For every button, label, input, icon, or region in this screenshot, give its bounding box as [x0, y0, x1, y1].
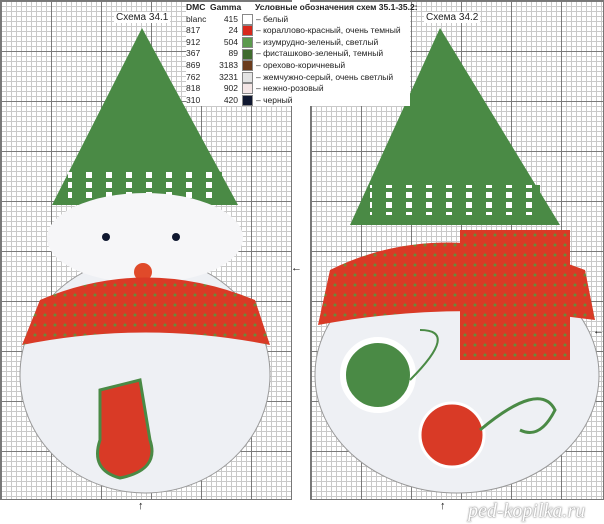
- legend-header: DMC Gamma Условные обозначения схем 35.1…: [186, 2, 418, 14]
- stocking: [96, 378, 154, 480]
- center-arrow-icon: ↑: [138, 500, 144, 512]
- legend-row: 817 24 – кораллово-красный, очень темный: [186, 25, 410, 37]
- legend-dmc: 869: [186, 59, 201, 70]
- scarf-end: [460, 230, 570, 360]
- hat: [52, 28, 238, 205]
- color-swatch: [242, 95, 253, 107]
- legend-gamma: 3231: [219, 71, 238, 82]
- legend-dmc: blanc: [186, 13, 207, 24]
- legend-row: 367 89 – фисташково-зеленый, темный: [186, 48, 410, 60]
- color-swatch: [242, 60, 253, 72]
- legend-dmc: 817: [186, 25, 201, 36]
- legend-color-name: – изумрудно-зеленый, светлый: [256, 36, 379, 47]
- legend-color-name: – орехово-коричневый: [256, 59, 346, 70]
- legend-color-name: – белый: [256, 13, 289, 24]
- scheme-label-34-1: Схема 34.1: [114, 12, 171, 23]
- legend-color-name: – черный: [256, 94, 293, 105]
- color-swatch: [242, 25, 253, 37]
- color-swatch: [242, 83, 253, 95]
- legend-dmc: 818: [186, 83, 201, 94]
- hat-band: [370, 185, 540, 215]
- hat: [350, 28, 560, 225]
- legend-color-name: – кораллово-красный, очень темный: [256, 25, 401, 36]
- legend-col-dmc: DMC: [186, 2, 206, 12]
- legend-color-name: – нежно-розовый: [256, 83, 324, 94]
- legend-row: 310 420 – черный: [186, 95, 410, 107]
- eye: [102, 233, 110, 241]
- eye: [172, 233, 180, 241]
- yarn-thread: [409, 329, 439, 381]
- legend-dmc: 912: [186, 36, 201, 47]
- color-swatch: [242, 71, 253, 83]
- green-yarn-ball: [340, 337, 416, 413]
- legend-title: Условные обозначения схем 35.1-35.2:: [255, 2, 418, 12]
- legend-col-gamma: Gamma: [210, 2, 242, 12]
- scarf: [22, 277, 270, 345]
- legend-gamma: 89: [228, 48, 238, 59]
- yarn-thread: [479, 397, 557, 434]
- legend-dmc: 367: [186, 48, 201, 59]
- legend-row: 869 3183 – орехово-коричневый: [186, 60, 410, 72]
- legend-color-name: – жемчужно-серый, очень светлый: [256, 71, 394, 82]
- legend-gamma: 504: [223, 36, 238, 47]
- legend-gamma: 902: [223, 83, 238, 94]
- legend-gamma: 420: [223, 94, 238, 105]
- legend-gamma: 3183: [219, 59, 238, 70]
- legend-row: 762 3231 – жемчужно-серый, очень светлый: [186, 72, 410, 84]
- face: [47, 193, 243, 283]
- snowman-34-1: [19, 28, 271, 494]
- legend-gamma: 24: [228, 25, 238, 36]
- color-swatch: [242, 13, 253, 25]
- legend-row: 818 902 – нежно-розовый: [186, 83, 410, 95]
- legend-row: 912 504 – изумрудно-зеленый, светлый: [186, 37, 410, 49]
- color-swatch: [242, 48, 253, 60]
- center-arrow-icon: ←: [291, 262, 302, 274]
- nose: [134, 263, 152, 281]
- color-swatch: [242, 37, 253, 49]
- legend-color-name: – фисташково-зеленый, темный: [256, 48, 384, 59]
- center-arrow-icon: ↑: [440, 500, 446, 512]
- legend-gamma: 415: [223, 13, 238, 24]
- watermark: ped-kopilka.ru: [468, 500, 586, 522]
- legend-dmc: 762: [186, 71, 201, 82]
- red-yarn-ball: [418, 401, 486, 469]
- center-arrow-icon: ←: [593, 325, 604, 337]
- legend-dmc: 310: [186, 94, 201, 105]
- legend-row: blanc 415 – белый: [186, 14, 410, 26]
- legend: DMC Gamma Условные обозначения схем 35.1…: [186, 2, 418, 107]
- snowman-34-2: [314, 28, 600, 494]
- scheme-label-34-2: Схема 34.2: [424, 12, 481, 23]
